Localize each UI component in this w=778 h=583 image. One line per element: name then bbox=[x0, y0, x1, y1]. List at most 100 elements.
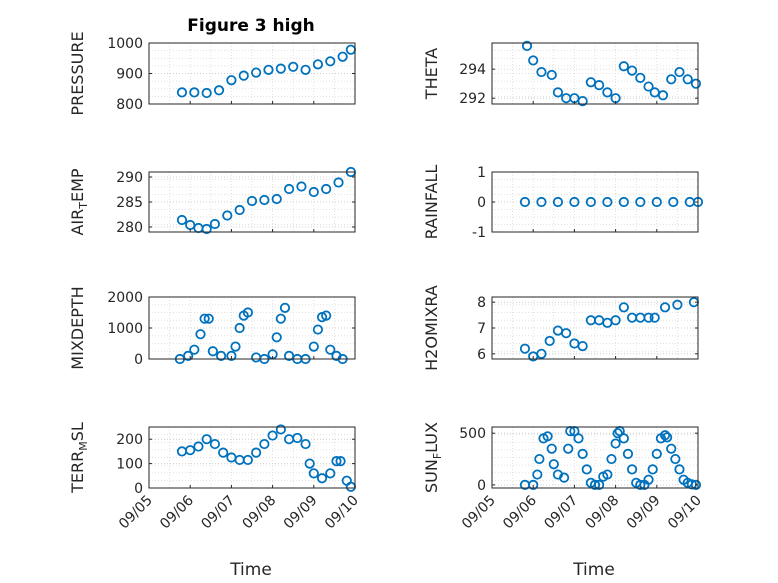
y-tick-label: 280 bbox=[116, 220, 143, 236]
data-point bbox=[251, 67, 262, 78]
data-point bbox=[279, 302, 291, 313]
y-tick-label: 0 bbox=[477, 195, 486, 211]
subplot-rainfall: -1 0 1 RAINFALL bbox=[422, 165, 704, 241]
data-point bbox=[666, 74, 677, 85]
data-point bbox=[246, 195, 258, 207]
data-point bbox=[230, 341, 241, 352]
data-point bbox=[657, 90, 669, 101]
data-point bbox=[521, 40, 533, 52]
data-point bbox=[548, 459, 559, 470]
subplot-sunlux: 0 500 09/05 09/06 09/07 09/08 09/09 09/10 SUNFLU… bbox=[422, 422, 705, 532]
data-point bbox=[542, 431, 553, 442]
data-point bbox=[275, 424, 286, 435]
y-axis-label: RAINFALL bbox=[422, 165, 441, 240]
data-point bbox=[304, 458, 315, 469]
x-tick-label: 09/09 bbox=[281, 493, 321, 533]
data-point bbox=[610, 315, 621, 326]
x-tick-label: 09/06 bbox=[500, 492, 540, 532]
subplot-terrsl: 0 100 200 09/05 09/06 09/07 09/08 09/09 09/10 TER… bbox=[68, 422, 362, 532]
data-point bbox=[193, 441, 204, 452]
x-tick-label: 09/07 bbox=[541, 493, 581, 533]
data-point bbox=[659, 302, 671, 313]
data-point bbox=[674, 66, 685, 78]
data-point bbox=[534, 453, 545, 465]
data-point bbox=[659, 430, 671, 441]
data-point bbox=[672, 299, 683, 310]
data-point bbox=[218, 447, 229, 458]
data-point bbox=[643, 474, 654, 485]
data-point bbox=[201, 223, 212, 235]
data-point bbox=[561, 328, 572, 339]
data-point bbox=[536, 196, 547, 208]
data-point bbox=[643, 81, 654, 92]
data-point bbox=[183, 350, 194, 361]
data-point bbox=[283, 183, 295, 195]
y-tick-label: 0 bbox=[477, 478, 486, 494]
data-point bbox=[577, 448, 588, 459]
data-point bbox=[610, 438, 621, 449]
y-tick-label: 294 bbox=[459, 62, 486, 78]
data-point bbox=[321, 310, 332, 321]
data-point bbox=[275, 313, 286, 324]
data-point bbox=[201, 434, 212, 445]
x-tick-label: 09/09 bbox=[624, 493, 664, 533]
y-axis-label: THETA bbox=[422, 48, 441, 100]
series-markers bbox=[176, 424, 356, 492]
data-point bbox=[674, 464, 685, 475]
data-point bbox=[271, 193, 282, 205]
y-tick-label: 500 bbox=[459, 426, 486, 442]
y-axis-label: PRESSURE bbox=[68, 31, 87, 115]
figure-title: Figure 3 high bbox=[187, 16, 315, 36]
y-axis-label: AIRTEMP bbox=[68, 168, 90, 235]
data-point bbox=[585, 196, 596, 208]
data-point bbox=[288, 61, 299, 72]
data-point bbox=[690, 479, 702, 490]
y-tick-label: 1000 bbox=[107, 36, 143, 52]
data-point bbox=[189, 344, 200, 355]
data-point bbox=[618, 302, 629, 313]
subplot-theta: 292 294 THETA bbox=[422, 40, 702, 107]
data-point bbox=[300, 438, 311, 450]
data-point bbox=[296, 181, 307, 192]
y-tick-label: 7 bbox=[477, 321, 486, 337]
data-point bbox=[242, 307, 253, 318]
data-point bbox=[626, 464, 638, 475]
data-point bbox=[216, 350, 227, 361]
data-point bbox=[271, 332, 282, 343]
subplot-mixdepth: 0 1000 2000 MIXDEPTH bbox=[68, 286, 356, 370]
data-point bbox=[618, 196, 629, 208]
y-axis-label: MIXDEPTH bbox=[68, 286, 87, 369]
data-point bbox=[528, 55, 539, 66]
data-point bbox=[226, 350, 237, 361]
subplot-h2omixra: 6 7 8 H2OMIXRA bbox=[422, 285, 699, 371]
y-tick-label: 1 bbox=[477, 165, 486, 181]
data-point bbox=[647, 464, 658, 475]
data-point bbox=[267, 430, 278, 441]
data-point bbox=[670, 453, 681, 465]
data-point bbox=[661, 432, 673, 443]
data-point bbox=[686, 479, 697, 490]
data-point bbox=[552, 87, 564, 98]
data-point bbox=[259, 194, 270, 206]
x-tick-label: 09/07 bbox=[198, 493, 238, 533]
data-point bbox=[234, 322, 245, 334]
data-point bbox=[690, 78, 702, 89]
y-tick-label: 1000 bbox=[107, 321, 143, 337]
x-tick-label: 09/08 bbox=[583, 493, 623, 533]
x-tick-label: 09/10 bbox=[665, 493, 705, 533]
data-point bbox=[573, 433, 584, 444]
grid bbox=[491, 297, 699, 359]
data-point bbox=[203, 313, 214, 324]
axes-box bbox=[491, 426, 699, 489]
data-point bbox=[594, 479, 605, 490]
data-point bbox=[528, 479, 539, 490]
x-tick-label: 09/05 bbox=[116, 493, 156, 533]
data-point bbox=[558, 472, 570, 483]
data-point bbox=[651, 196, 662, 208]
y-axis-label: TERRMSL bbox=[68, 422, 90, 494]
data-point bbox=[635, 196, 646, 208]
data-point bbox=[643, 312, 654, 323]
data-point bbox=[226, 75, 237, 86]
series-markers bbox=[519, 426, 702, 490]
